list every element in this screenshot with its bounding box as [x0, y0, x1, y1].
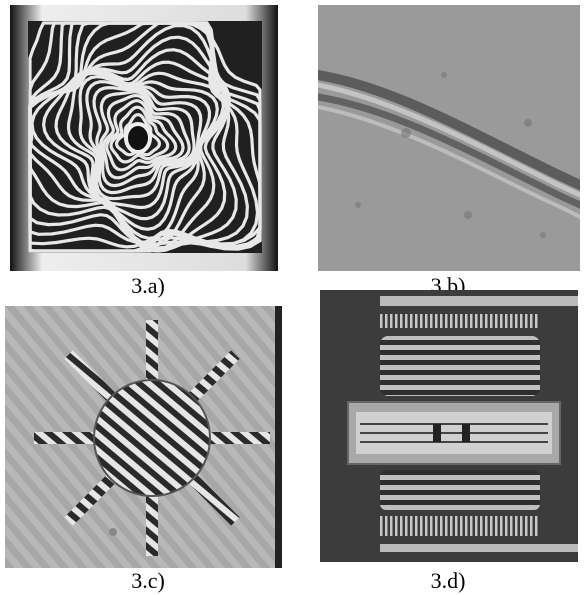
sun-ray: [187, 350, 240, 403]
panel-3d-image: [320, 290, 578, 562]
caption-3d: 3.d): [430, 568, 466, 593]
panel-3b-image: [318, 5, 580, 271]
caption-3c: 3.c): [131, 568, 165, 593]
panel-3a-image: [10, 5, 278, 271]
sun-ray: [64, 473, 117, 526]
caption-3a: 3.a): [131, 273, 165, 298]
sun-ray: [64, 350, 117, 403]
panel-3c-image: [5, 306, 282, 568]
sun-ray: [187, 473, 240, 526]
